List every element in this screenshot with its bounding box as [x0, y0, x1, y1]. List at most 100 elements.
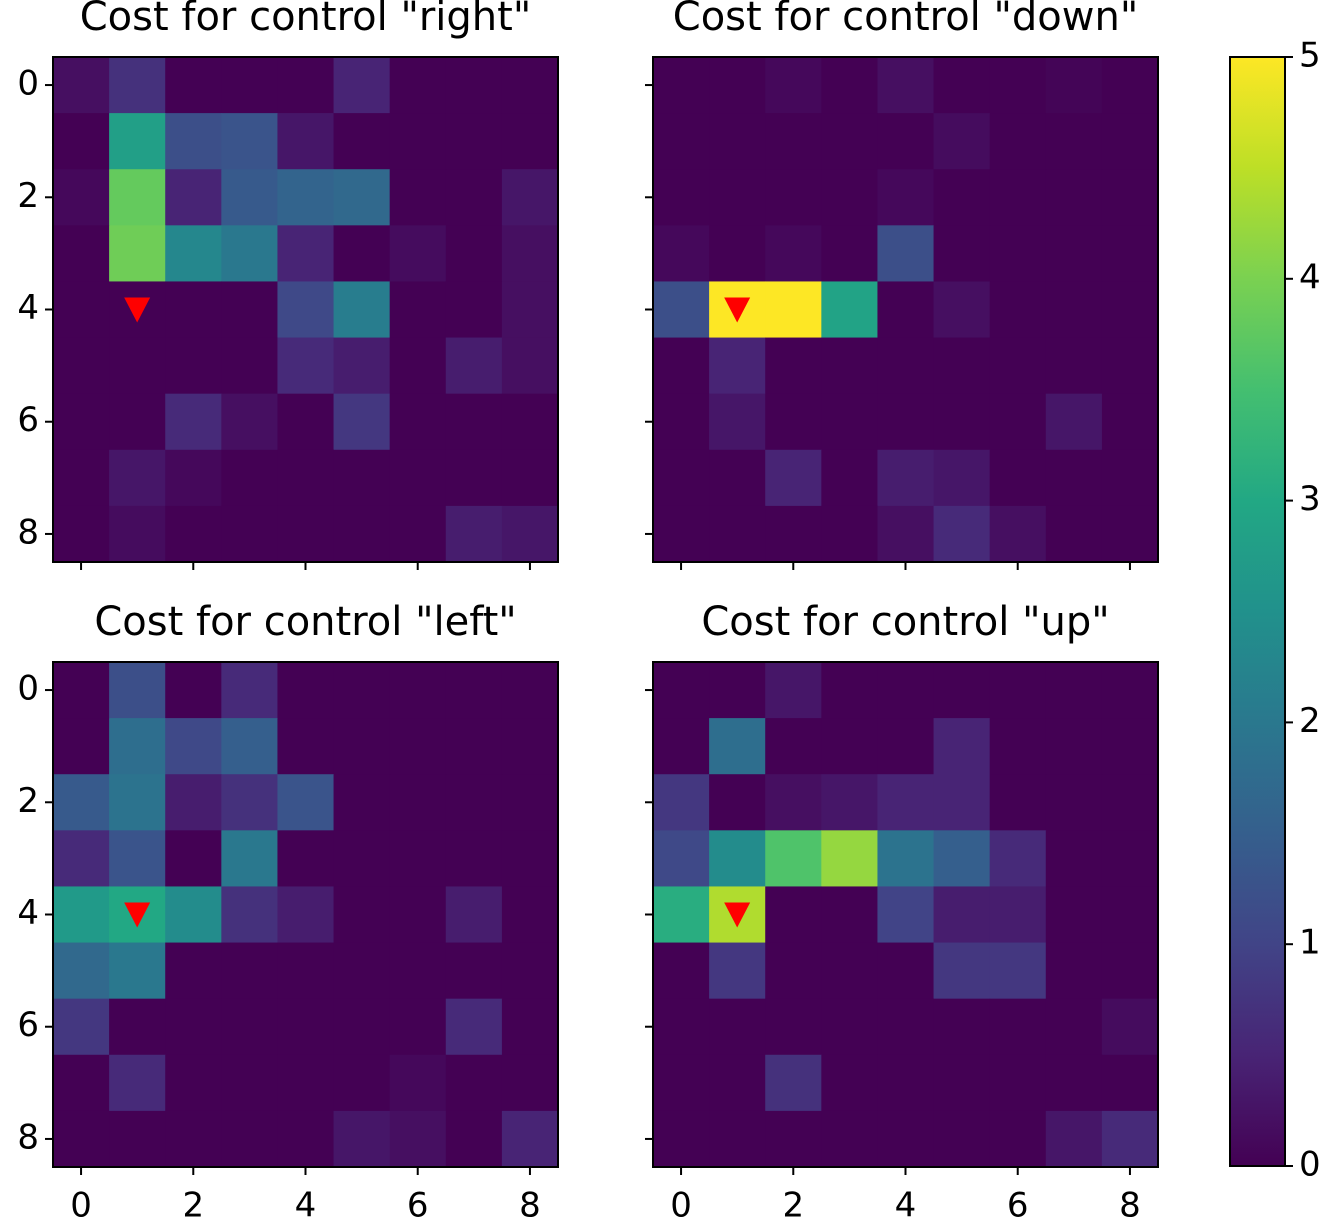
heatmap-cell	[221, 1110, 278, 1168]
heatmap-cell	[501, 505, 559, 563]
heatmap-cell	[1045, 113, 1103, 170]
x-tick-label: 8	[1119, 1186, 1141, 1226]
heatmap-cell	[821, 225, 878, 282]
heatmap-cell	[653, 830, 710, 887]
heatmap-cell	[765, 337, 822, 395]
heatmap-cell	[877, 774, 935, 831]
heatmap-cell	[109, 1054, 166, 1112]
heatmap-cell	[109, 830, 166, 887]
heatmap-cell	[109, 449, 166, 507]
heatmap-cell	[709, 57, 766, 114]
colorbar-tick-label: 5	[1299, 36, 1321, 76]
heatmap-cell	[1101, 505, 1159, 563]
heatmap-cell	[165, 113, 222, 170]
heatmap-cell	[1101, 942, 1159, 1000]
heatmap-cell	[989, 281, 1047, 339]
heatmap-cell	[877, 886, 935, 944]
heatmap-cell	[389, 1110, 447, 1168]
heatmap-cell	[53, 1110, 110, 1168]
heatmap-cell	[821, 886, 878, 944]
heatmap-cell	[445, 393, 503, 451]
position-marker	[724, 297, 751, 323]
heatmap-cell	[821, 830, 878, 887]
heatmap-cell	[877, 505, 935, 563]
heatmap-cell	[277, 57, 335, 114]
heatmap-cell	[653, 281, 710, 339]
heatmap-cell	[765, 998, 822, 1056]
heatmap-cell	[165, 57, 222, 114]
y-tick-label: 8	[17, 512, 39, 552]
heatmap-cell	[445, 1054, 503, 1112]
heatmap-cell	[501, 169, 559, 226]
heatmap-cell	[53, 225, 110, 282]
heatmap-cell	[165, 225, 222, 282]
heatmap-cell	[877, 281, 935, 339]
heatmap-cell	[501, 886, 559, 944]
heatmap-cell	[933, 281, 991, 339]
heatmap-cell	[501, 225, 559, 282]
heatmap-cell	[165, 1110, 222, 1168]
heatmap-cell	[53, 942, 110, 1000]
heatmap-cell	[1101, 830, 1159, 887]
heatmap-cell	[501, 57, 559, 114]
heatmap-cell	[389, 169, 447, 226]
heatmap-cell	[277, 830, 335, 887]
heatmap-cell	[933, 886, 991, 944]
heatmap-cell	[53, 169, 110, 226]
heatmap-cell	[653, 1110, 710, 1168]
heatmap-cell	[653, 774, 710, 831]
heatmap-cell	[1101, 662, 1159, 719]
heatmap-cell	[989, 830, 1047, 887]
heatmap-cell	[653, 57, 710, 114]
y-tick-label: 0	[17, 64, 39, 104]
heatmap-cell	[709, 449, 766, 507]
heatmap-cell	[933, 393, 991, 451]
heatmap-cell	[1101, 718, 1159, 775]
heatmap-cell	[1101, 1054, 1159, 1112]
heatmap-cell	[53, 113, 110, 170]
heatmap-cell	[445, 718, 503, 775]
heatmap-cell	[221, 113, 278, 170]
heatmap-cell	[765, 449, 822, 507]
heatmap-cell	[389, 718, 447, 775]
heatmap-cell	[821, 1054, 878, 1112]
heatmap-cell	[1045, 1054, 1103, 1112]
heatmap-cell	[333, 281, 391, 339]
heatmap-cell	[165, 942, 222, 1000]
heatmap-cell	[53, 886, 110, 944]
heatmap-cell	[1045, 169, 1103, 226]
heatmap-cell	[933, 774, 991, 831]
heatmap-cell	[221, 774, 278, 831]
heatmap-cell	[501, 281, 559, 339]
heatmap-cell	[333, 998, 391, 1056]
x-tick-label: 0	[70, 1186, 92, 1226]
heatmap-cell	[877, 449, 935, 507]
heatmap-cell	[653, 225, 710, 282]
heatmap-cell	[709, 662, 766, 719]
heatmap-cell	[653, 505, 710, 563]
y-tick-label: 2	[17, 781, 39, 821]
heatmap-cell	[1101, 113, 1159, 170]
heatmap-cell	[765, 942, 822, 1000]
heatmap-cell	[821, 57, 878, 114]
heatmap-cell	[821, 718, 878, 775]
heatmap-cell	[933, 57, 991, 114]
heatmap-cell	[821, 998, 878, 1056]
heatmap-cell	[109, 113, 166, 170]
heatmap-cell	[653, 886, 710, 944]
heatmap-cell	[389, 942, 447, 1000]
heatmap-cell	[165, 774, 222, 831]
heatmap-cell	[221, 57, 278, 114]
heatmap-cell	[653, 1054, 710, 1112]
heatmap-cell	[877, 718, 935, 775]
heatmap-cell	[389, 449, 447, 507]
heatmap-cell	[445, 662, 503, 719]
heatmap-cell	[1045, 774, 1103, 831]
heatmap-cell	[333, 505, 391, 563]
heatmap-cell	[221, 718, 278, 775]
x-tick-label: 4	[895, 1186, 917, 1226]
heatmap-cell	[389, 505, 447, 563]
heatmap-cell	[821, 505, 878, 563]
heatmap-cell	[221, 505, 278, 563]
position-marker	[724, 902, 751, 928]
